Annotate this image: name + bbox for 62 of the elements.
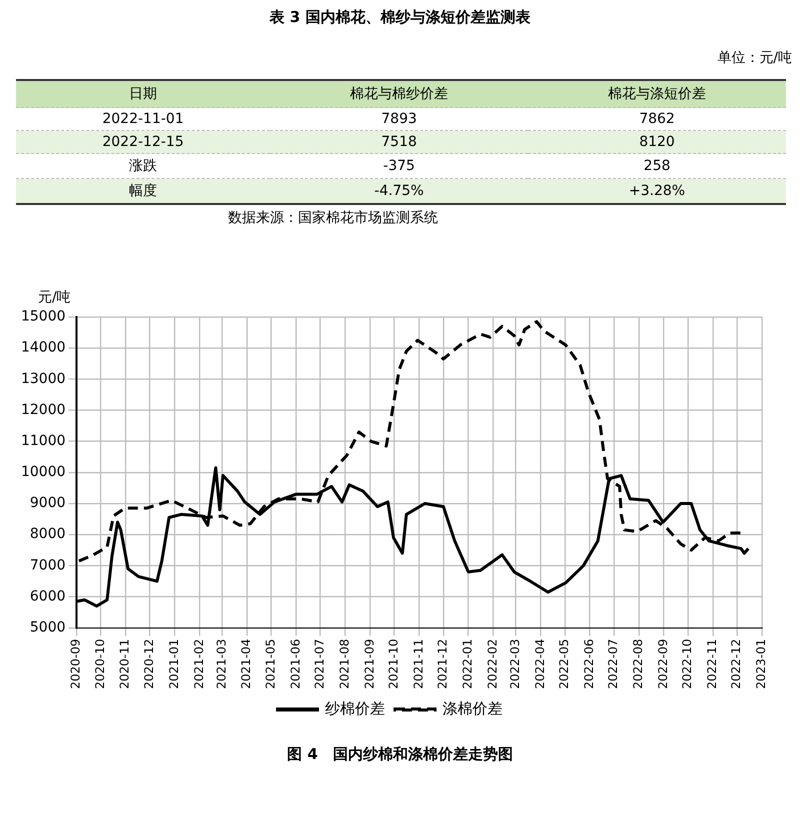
x-tick-label: 2022-04 bbox=[532, 638, 547, 689]
x-tick-label: 2021-01 bbox=[166, 638, 181, 689]
y-tick-label: 5000 bbox=[30, 620, 66, 636]
x-tick-label: 2021-02 bbox=[192, 638, 206, 689]
category-label: 2022-11-01 bbox=[102, 111, 184, 127]
category-label: 涨跌 bbox=[129, 158, 158, 174]
y-tick-label: 12000 bbox=[20, 402, 66, 418]
category-label: 2022-12-15 bbox=[102, 134, 184, 150]
x-tick-label: 2021-04 bbox=[239, 638, 254, 689]
x-tick-label: 2021-05 bbox=[263, 638, 278, 689]
x-tick-label: 2021-11 bbox=[411, 638, 426, 689]
x-tick-label: 2020-10 bbox=[92, 638, 107, 689]
y-tick-label: 14000 bbox=[20, 340, 66, 356]
x-tick-label: 2023-01 bbox=[754, 638, 768, 689]
x-tick-label: 2021-08 bbox=[337, 638, 352, 689]
x-tick-label: 2022-08 bbox=[631, 638, 646, 689]
source-note: 数据来源：国家棉花市场监测系统 bbox=[228, 209, 439, 227]
x-tick-label: 2021-09 bbox=[362, 638, 376, 689]
text: 7893 bbox=[381, 111, 417, 127]
x-tick-label: 2021-03 bbox=[214, 638, 228, 689]
text: 日期 bbox=[128, 85, 158, 104]
x-tick-label: 2022-07 bbox=[606, 638, 620, 689]
y-tick-label: 13000 bbox=[20, 370, 66, 387]
x-tick-label: 2021-07 bbox=[312, 638, 326, 689]
text: 258 bbox=[644, 158, 670, 174]
text: 单位：元/吨 bbox=[716, 49, 792, 67]
text: 7518 bbox=[381, 134, 417, 150]
y-tick-label: 7000 bbox=[30, 557, 66, 574]
y-tick-label: 10000 bbox=[20, 464, 66, 480]
legend-label: 涤棉价差 bbox=[442, 699, 502, 718]
y-axis-title: 元/吨 bbox=[38, 290, 71, 306]
x-tick-label: 2022-06 bbox=[582, 638, 596, 689]
x-tick-label: 2022-11 bbox=[705, 638, 720, 689]
x-tick-label: 2021-12 bbox=[436, 638, 450, 689]
category-label: 幅度 bbox=[129, 183, 158, 199]
x-tick-label: 2022-10 bbox=[680, 638, 694, 689]
y-tick-label: 15000 bbox=[20, 308, 66, 325]
y-tick-label: 6000 bbox=[30, 588, 66, 604]
x-tick-label: 2020-09 bbox=[68, 638, 83, 689]
x-tick-label: 2021-06 bbox=[288, 638, 302, 689]
y-tick-label: 11000 bbox=[20, 432, 66, 449]
x-tick-label: 2021-10 bbox=[386, 638, 400, 689]
category-label: 棉花与棉纱价差 bbox=[349, 85, 450, 104]
y-tick-label: 8000 bbox=[30, 526, 66, 542]
x-tick-label: 2022-12 bbox=[729, 638, 744, 689]
x-tick-label: 2020-11 bbox=[118, 638, 132, 689]
text: +3.28% bbox=[628, 183, 686, 199]
legend-label: 纱棉价差 bbox=[325, 699, 385, 718]
text: 表 3 国内棉花、棉纱与涤短价差监测表 bbox=[268, 8, 532, 27]
y-tick-label: 9000 bbox=[30, 495, 66, 512]
x-tick-label: 2022-01 bbox=[460, 638, 474, 689]
text: -375 bbox=[383, 158, 415, 174]
category-label: 棉花与涤短价差 bbox=[607, 85, 708, 104]
x-tick-label: 2022-09 bbox=[656, 638, 670, 689]
text: -4.75% bbox=[374, 183, 424, 199]
x-tick-label: 2022-03 bbox=[508, 638, 522, 689]
x-tick-label: 2022-05 bbox=[557, 638, 572, 689]
text: 7862 bbox=[639, 111, 675, 127]
x-tick-label: 2022-02 bbox=[485, 638, 500, 689]
text: 8120 bbox=[639, 134, 675, 150]
x-tick-label: 2020-12 bbox=[142, 638, 156, 689]
text: 图 4 国内纱棉和涤棉价差走势图 bbox=[286, 745, 514, 764]
